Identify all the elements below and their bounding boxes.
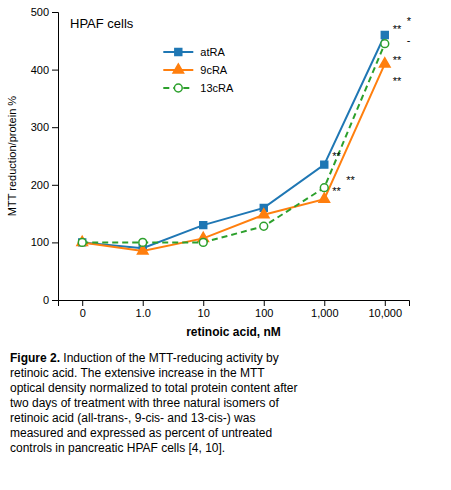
legend-item: 13cRA: [163, 82, 234, 94]
y-tick-mark: [52, 70, 58, 71]
x-tick-mark: [324, 300, 325, 306]
y-tick-mark: [52, 12, 58, 13]
x-tick: 1,000: [311, 300, 339, 319]
x-tick-label: 10: [198, 307, 210, 319]
series-marker: [139, 238, 147, 246]
y-tick-mark: [52, 300, 58, 301]
x-tick-label: 0: [80, 307, 86, 319]
legend-marker: [174, 84, 182, 92]
legend-label: atRA: [200, 46, 225, 58]
series-marker: [199, 238, 207, 246]
caption-bold: Figure 2.: [10, 351, 60, 365]
series-marker: [320, 184, 328, 192]
x-tick-label: 1.0: [136, 307, 151, 319]
y-tick-label: 500: [31, 6, 49, 18]
series-marker: [258, 209, 269, 218]
x-tick-mark: [82, 300, 83, 306]
legend-label: 13cRA: [200, 82, 234, 94]
y-tick: 400: [31, 64, 58, 76]
annotation: **: [393, 23, 402, 35]
title: HPAF cells: [70, 16, 134, 31]
annotation: **: [332, 185, 341, 197]
annotation: **: [393, 54, 402, 66]
y-tick: 500: [31, 6, 58, 18]
caption-line: controls in pancreatic HPAF cells [4, 10…: [10, 441, 225, 455]
annotation: **: [332, 150, 341, 162]
caption-line: measured and expressed as percent of unt…: [10, 426, 272, 440]
series-line: [82, 64, 385, 251]
series-marker: [200, 222, 207, 229]
y-tick-mark: [52, 242, 58, 243]
caption-line: two days of treatment with three natural…: [10, 396, 279, 410]
y-tick-label: 100: [31, 236, 49, 248]
y-axis-title: MTT reduction/protein %: [6, 96, 18, 216]
series-marker: [381, 40, 389, 48]
x-tick: 0: [80, 300, 86, 319]
x-axis-title: retinoic acid, nM: [186, 325, 281, 339]
caption: Figure 2. Induction of the MTT-reducing …: [10, 351, 298, 455]
y-tick-label: 200: [31, 179, 49, 191]
legend-label: 9cRA: [200, 64, 228, 76]
series-marker: [260, 222, 268, 230]
y-axis-line: [52, 13, 59, 301]
y-tick-label: 400: [31, 64, 49, 76]
legend-item: 9cRA: [163, 64, 228, 76]
y-tick: 100: [31, 236, 58, 248]
legend-item: atRA: [163, 46, 225, 58]
annotation: **: [393, 75, 402, 87]
series-line: [82, 44, 385, 243]
y-axis: 0 100 200 300 400 500: [31, 6, 59, 306]
legend-marker: [173, 64, 184, 73]
series-marker: [380, 58, 391, 67]
y-tick: 0: [43, 294, 58, 306]
x-axis: 0 1.0 10 100 1,000 10,000: [59, 300, 410, 319]
legend: atRA 9cRA 13cRA: [163, 46, 234, 94]
y-tick-mark: [52, 127, 58, 128]
caption-line: optical density normalized to total prot…: [10, 381, 298, 395]
x-tick: 10,000: [368, 300, 402, 319]
x-tick-label: 100: [255, 307, 273, 319]
series-marker: [321, 161, 328, 168]
y-tick-label: 300: [31, 121, 49, 133]
x-tick-label: 10,000: [368, 307, 402, 319]
x-tick: 100: [255, 300, 273, 319]
series-marker: [77, 236, 88, 245]
x-axis-line: [59, 301, 410, 307]
x-tick-mark: [385, 300, 386, 306]
series-marker: [79, 239, 86, 246]
y-tick: 200: [31, 179, 58, 191]
annotation: **: [346, 174, 355, 186]
caption-line: retinoic acid. The extensive increase in…: [10, 366, 265, 380]
x-tick: 10: [198, 300, 210, 319]
x-tick-mark: [264, 300, 265, 306]
series-marker: [319, 193, 330, 202]
chart: 0 100 200 300 400 500 0 1.0 10 100 1,000 10,000 reti…: [0, 0, 451, 490]
y-tick: 300: [31, 121, 58, 133]
x-tick-mark: [143, 300, 144, 306]
caption-line: retinoic acid (all-trans-, 9-cis- and 13…: [10, 411, 255, 425]
x-tick-mark: [203, 300, 204, 306]
series-line: [82, 35, 385, 248]
caption-line: Induction of the MTT-reducing activity b…: [60, 351, 279, 365]
y-tick-mark: [52, 185, 58, 186]
series-marker: [381, 32, 388, 39]
annotation: *: [407, 15, 412, 27]
legend-marker: [175, 49, 182, 56]
annotation: -: [407, 34, 411, 46]
series-marker: [78, 238, 86, 246]
annotations: *************-: [332, 15, 412, 197]
x-tick: 1.0: [136, 300, 151, 319]
x-tick-label: 1,000: [311, 307, 339, 319]
plot-area: [77, 32, 390, 255]
y-tick-label: 0: [43, 294, 49, 306]
